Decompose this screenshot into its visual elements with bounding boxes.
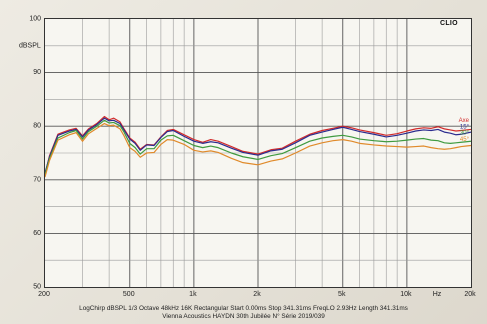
series-line xyxy=(44,122,472,178)
measurement-settings: LogChirp dBSPL 1/3 Octave 48kHz 16K Rect… xyxy=(79,305,408,312)
chart-caption: Vienna Acoustics HAYDN 30th Jubilée N° S… xyxy=(162,313,325,320)
legend-entry: Axe xyxy=(459,118,470,124)
series-line xyxy=(44,115,472,175)
clio-logo: CLIO xyxy=(438,20,460,27)
legend-entry: 30° xyxy=(460,131,470,137)
legend-entry: 45° xyxy=(460,137,470,143)
series-line xyxy=(44,117,472,173)
plot-area: Axe 15° 30° 45° xyxy=(44,18,472,288)
legend-entry: 15° xyxy=(460,124,470,130)
series-line xyxy=(44,119,472,175)
